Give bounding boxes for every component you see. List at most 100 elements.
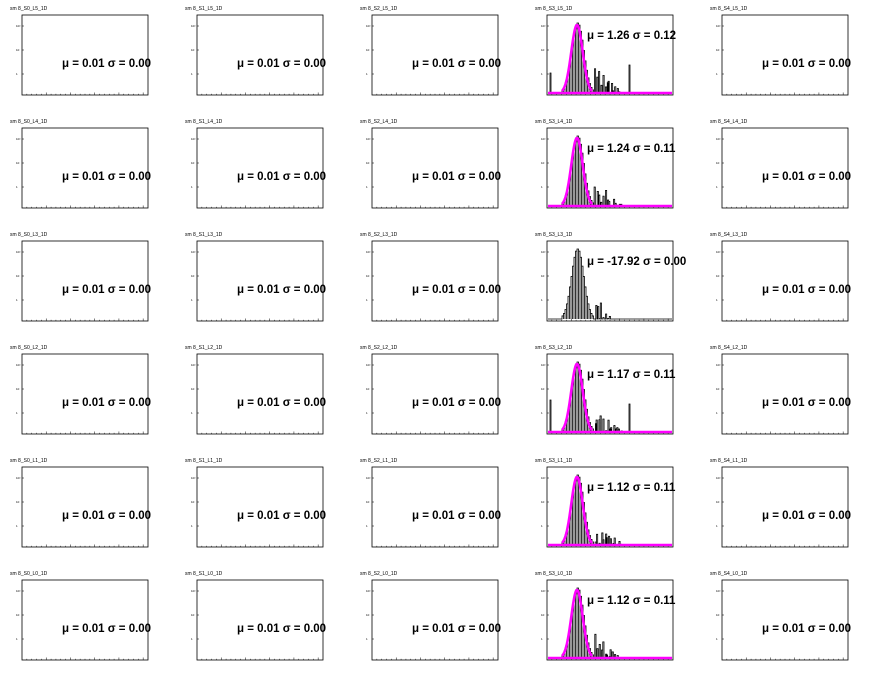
y-tick-label: 1 (716, 637, 718, 641)
y-tick-label: 10² (716, 363, 720, 367)
plot-frame (371, 14, 499, 96)
y-tick-label: 1 (191, 298, 193, 302)
plot-frame (196, 240, 324, 322)
panel-title: sm 8_S2_L1_1D (360, 458, 398, 464)
panel-title: sm 8_S4_L1_1D (710, 458, 748, 464)
panel-title: sm 8_S2_L5_1D (360, 6, 398, 12)
plot-frame (721, 466, 849, 548)
y-tick-label: 10 (191, 500, 195, 504)
histogram-panel: sm 8_S0_L4_1D 10² 10 1 μ = 0.01 σ = 0.00 (10, 119, 151, 209)
histogram-panel: sm 8_S0_L2_1D 10² 10 1 μ = 0.01 σ = 0.00 (10, 345, 151, 435)
y-tick-label: 10 (716, 613, 720, 617)
y-tick-label: 1 (16, 185, 18, 189)
y-tick-label: 10² (541, 363, 545, 367)
plot-frame (371, 466, 499, 548)
fit-stat-label: μ = 0.01 σ = 0.00 (762, 284, 851, 296)
panel-title: sm 8_S1_L2_1D (185, 345, 223, 351)
histogram-panel: sm 8_S3_L2_1D 10² 10 1 μ = 1.17 σ = 0.11 (535, 345, 676, 435)
panel-title: sm 8_S4_L5_1D (710, 6, 748, 12)
panel-title: sm 8_S2_L3_1D (360, 232, 398, 238)
fit-stat-label: μ = 0.01 σ = 0.00 (412, 58, 501, 70)
panel-title: sm 8_S0_L3_1D (10, 232, 48, 238)
y-tick-label: 10² (366, 24, 370, 28)
y-tick-label: 10² (366, 476, 370, 480)
plot-frame (721, 579, 849, 661)
y-tick-label: 10² (191, 250, 195, 254)
y-tick-label: 10 (366, 161, 370, 165)
histogram-panel: sm 8_S4_L0_1D 10² 10 1 μ = 0.01 σ = 0.00 (710, 571, 851, 661)
fit-stat-label: μ = 0.01 σ = 0.00 (762, 623, 851, 635)
histogram-panel: sm 8_S2_L3_1D 10² 10 1 μ = 0.01 σ = 0.00 (360, 232, 501, 322)
y-tick-label: 1 (191, 524, 193, 528)
histogram-panel: sm 8_S0_L1_1D 10² 10 1 μ = 0.01 σ = 0.00 (10, 458, 151, 548)
y-tick-label: 10² (541, 250, 545, 254)
y-tick-label: 10 (366, 387, 370, 391)
y-tick-label: 10 (366, 274, 370, 278)
fit-stat-label: μ = 0.01 σ = 0.00 (62, 623, 151, 635)
y-tick-label: 10² (541, 476, 545, 480)
y-tick-label: 10² (366, 250, 370, 254)
y-tick-label: 10 (716, 500, 720, 504)
panel-title: sm 8_S4_L3_1D (710, 232, 748, 238)
y-tick-label: 1 (16, 72, 18, 76)
histogram-panel: sm 8_S4_L4_1D 10² 10 1 μ = 0.01 σ = 0.00 (710, 119, 851, 209)
y-tick-label: 1 (541, 637, 543, 641)
y-tick-label: 10² (541, 589, 545, 593)
histogram-panel: sm 8_S0_L0_1D 10² 10 1 μ = 0.01 σ = 0.00 (10, 571, 151, 661)
fit-stat-label: μ = 0.01 σ = 0.00 (237, 510, 326, 522)
y-tick-label: 10² (16, 137, 20, 141)
plot-frame (21, 240, 149, 322)
gaussian-fit-curve (548, 475, 672, 547)
y-tick-label: 1 (191, 637, 193, 641)
y-tick-label: 10² (541, 24, 545, 28)
y-tick-label: 1 (716, 298, 718, 302)
histogram-panel: sm 8_S3_L1_1D 10² 10 1 μ = 1.12 σ = 0.11 (535, 458, 676, 548)
plot-frame (196, 127, 324, 209)
panel-title: sm 8_S3_L2_1D (535, 345, 573, 351)
plot-frame (196, 14, 324, 96)
y-tick-label: 10 (541, 613, 545, 617)
y-tick-label: 10 (541, 387, 545, 391)
gaussian-fit-curve (548, 362, 672, 434)
fit-stat-label: μ = 0.01 σ = 0.00 (412, 397, 501, 409)
fit-stat-label: μ = 0.01 σ = 0.00 (237, 58, 326, 70)
plot-frame (21, 14, 149, 96)
y-tick-label: 10 (366, 500, 370, 504)
fit-stat-label: μ = 0.01 σ = 0.00 (62, 284, 151, 296)
plot-frame (196, 466, 324, 548)
histogram-panel: sm 8_S1_L1_1D 10² 10 1 μ = 0.01 σ = 0.00 (185, 458, 326, 548)
histogram-panel: sm 8_S0_L5_1D 10² 10 1 μ = 0.01 σ = 0.00 (10, 6, 151, 96)
y-tick-label: 10² (716, 476, 720, 480)
y-tick-label: 1 (16, 411, 18, 415)
fit-stat-label: μ = 0.01 σ = 0.00 (762, 397, 851, 409)
panel-title: sm 8_S1_L5_1D (185, 6, 223, 12)
y-tick-label: 10² (366, 137, 370, 141)
y-tick-label: 10 (191, 613, 195, 617)
y-tick-label: 10 (16, 387, 20, 391)
y-tick-label: 10 (16, 48, 20, 52)
y-tick-label: 10² (191, 137, 195, 141)
histogram-panel: sm 8_S1_L0_1D 10² 10 1 μ = 0.01 σ = 0.00 (185, 571, 326, 661)
panel-title: sm 8_S1_L0_1D (185, 571, 223, 577)
fit-stat-label: μ = 0.01 σ = 0.00 (237, 623, 326, 635)
y-tick-label: 10² (716, 589, 720, 593)
fit-stat-label: μ = 0.01 σ = 0.00 (62, 171, 151, 183)
y-tick-label: 1 (16, 524, 18, 528)
histogram-panel: sm 8_S3_L4_1D 10² 10 1 μ = 1.24 σ = 0.11 (535, 119, 676, 209)
panel-title: sm 8_S1_L1_1D (185, 458, 223, 464)
y-tick-label: 10 (191, 161, 195, 165)
y-tick-label: 1 (16, 637, 18, 641)
y-tick-label: 10 (716, 274, 720, 278)
plot-frame (21, 127, 149, 209)
panel-title: sm 8_S2_L0_1D (360, 571, 398, 577)
histogram-panel: sm 8_S1_L4_1D 10² 10 1 μ = 0.01 σ = 0.00 (185, 119, 326, 209)
plot-frame (721, 127, 849, 209)
y-tick-label: 10 (366, 48, 370, 52)
fit-stat-label: μ = 0.01 σ = 0.00 (237, 171, 326, 183)
plot-frame (196, 579, 324, 661)
fit-stat-label: μ = -17.92 σ = 0.00 (587, 256, 686, 268)
y-tick-label: 10 (191, 48, 195, 52)
panel-title: sm 8_S1_L3_1D (185, 232, 223, 238)
y-tick-label: 10² (16, 24, 20, 28)
y-tick-label: 1 (716, 524, 718, 528)
